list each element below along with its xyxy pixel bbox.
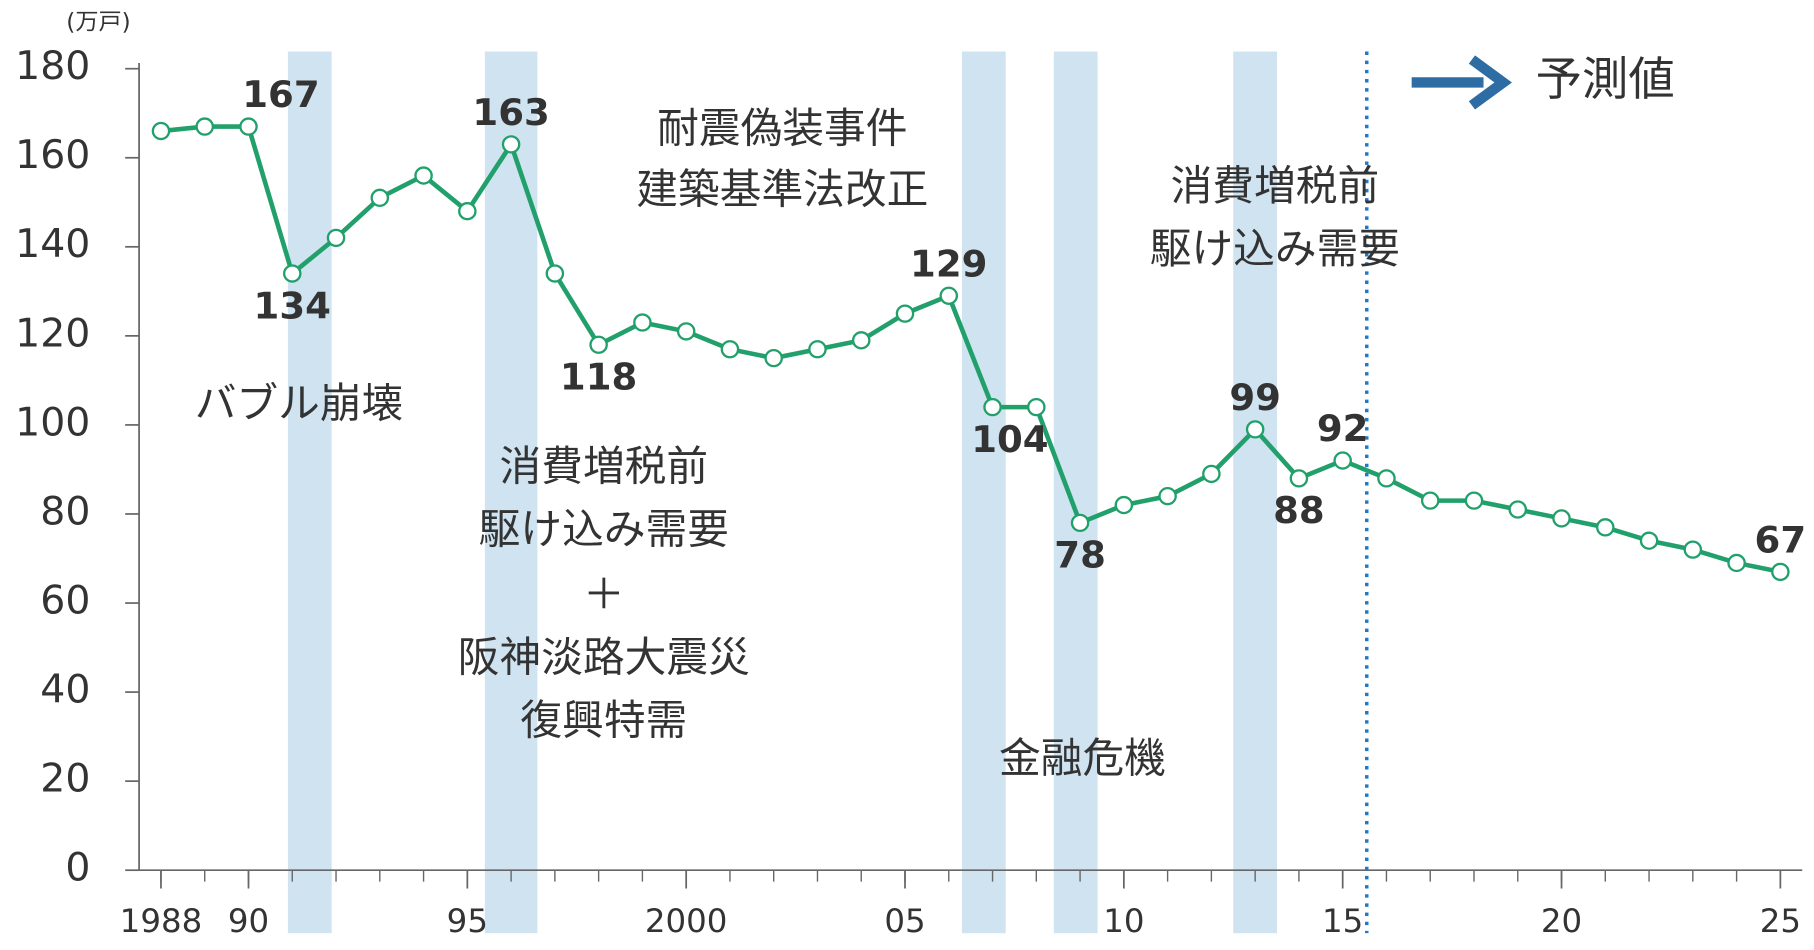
data-point — [1245, 420, 1265, 439]
data-point — [720, 340, 740, 359]
data-point — [239, 117, 258, 136]
y-tick-label: 20 — [40, 757, 90, 802]
data-point — [1683, 540, 1703, 559]
y-tick-label: 160 — [15, 133, 90, 178]
y-tick-label: 0 — [65, 846, 90, 891]
y-tick-label: 60 — [40, 579, 90, 624]
annotation: 駆け込み需要 — [479, 506, 729, 554]
data-point — [501, 135, 521, 154]
data-point — [1596, 518, 1615, 537]
data-label: 167 — [242, 73, 319, 116]
data-point — [1289, 469, 1309, 488]
data-point — [851, 331, 871, 350]
annotation: バブル崩壊 — [195, 380, 404, 428]
data-point — [282, 264, 302, 283]
y-tick-label: 80 — [40, 490, 90, 535]
data-point — [633, 313, 652, 332]
data-point — [1202, 464, 1221, 484]
shaded-period — [1053, 51, 1098, 934]
y-tick-label: 180 — [15, 44, 90, 89]
plot: 0 20 40 60 80 100 120 140 160 180 1988 90 95 2000 05 10… — [15, 9, 1806, 939]
shaded-period — [484, 51, 538, 934]
annotation: 消費増税前 — [1171, 162, 1380, 210]
data-point — [326, 228, 346, 248]
data-label: 67 — [1755, 519, 1807, 562]
data-label: 99 — [1229, 376, 1281, 419]
data-point — [983, 397, 1002, 417]
annotation: 金融危機 — [999, 735, 1166, 783]
data-point — [1420, 491, 1440, 510]
data-label: 163 — [472, 91, 549, 134]
annotation: 耐震偽装事件 — [657, 105, 907, 153]
data-point — [1377, 469, 1396, 488]
data-point — [1508, 500, 1528, 519]
data-point — [1027, 397, 1046, 417]
data-label: 104 — [971, 418, 1048, 461]
data-point — [1158, 487, 1177, 506]
x-tick-label: 20 — [1541, 902, 1582, 940]
annotation: 復興特需 — [520, 697, 687, 745]
x-tick-label: 95 — [447, 902, 488, 940]
data-point — [545, 264, 565, 283]
x-tick-label: 10 — [1103, 902, 1144, 940]
shaded-period — [1233, 51, 1278, 934]
data-label: 78 — [1054, 534, 1106, 577]
data-point — [1333, 451, 1352, 470]
unit-label: (万戸) — [66, 9, 130, 35]
data-label: 134 — [254, 285, 331, 328]
data-point — [151, 121, 171, 141]
data-point — [370, 188, 390, 207]
x-tick-label: 25 — [1760, 902, 1801, 940]
y-tick-label: 40 — [40, 668, 90, 713]
data-point — [414, 166, 433, 185]
x-tick-label: 05 — [884, 902, 925, 940]
annotation: ＋ — [583, 571, 625, 619]
data-point — [939, 286, 959, 305]
data-point — [589, 335, 608, 354]
x-tick-label: 1988 — [120, 902, 203, 940]
annotation: 建築基準法改正 — [636, 166, 928, 214]
y-tick-label: 140 — [15, 222, 90, 267]
data-point — [895, 304, 915, 323]
x-tick-label: 90 — [228, 902, 269, 940]
data-point — [1771, 562, 1790, 582]
data-point — [1114, 495, 1134, 515]
shaded-period — [287, 51, 332, 934]
data-point — [676, 322, 696, 341]
data-point — [1464, 491, 1484, 510]
data-point — [1070, 513, 1090, 533]
x-tick-label: 15 — [1322, 902, 1363, 940]
data-label: 92 — [1317, 407, 1369, 450]
annotation: 駆け込み需要 — [1150, 225, 1400, 273]
data-label: 88 — [1273, 489, 1325, 532]
data-point — [1552, 509, 1571, 528]
data-label: 118 — [560, 356, 637, 399]
annotation: 消費増税前 — [500, 443, 709, 491]
shaded-period — [961, 51, 1006, 934]
forecast-arrow-head — [1468, 55, 1512, 110]
y-tick-label: 120 — [15, 312, 90, 357]
data-label: 129 — [910, 243, 987, 286]
data-point — [195, 117, 215, 136]
data-point — [1639, 531, 1659, 550]
forecast-label: 予測値 — [1536, 52, 1675, 106]
data-point — [1727, 553, 1746, 573]
x-tick-label: 2000 — [645, 902, 728, 940]
data-point — [808, 340, 827, 359]
data-point — [458, 202, 477, 221]
data-point — [764, 348, 783, 368]
y-tick-label: 100 — [15, 401, 90, 446]
annotation: 阪神淡路大震災 — [458, 634, 750, 682]
